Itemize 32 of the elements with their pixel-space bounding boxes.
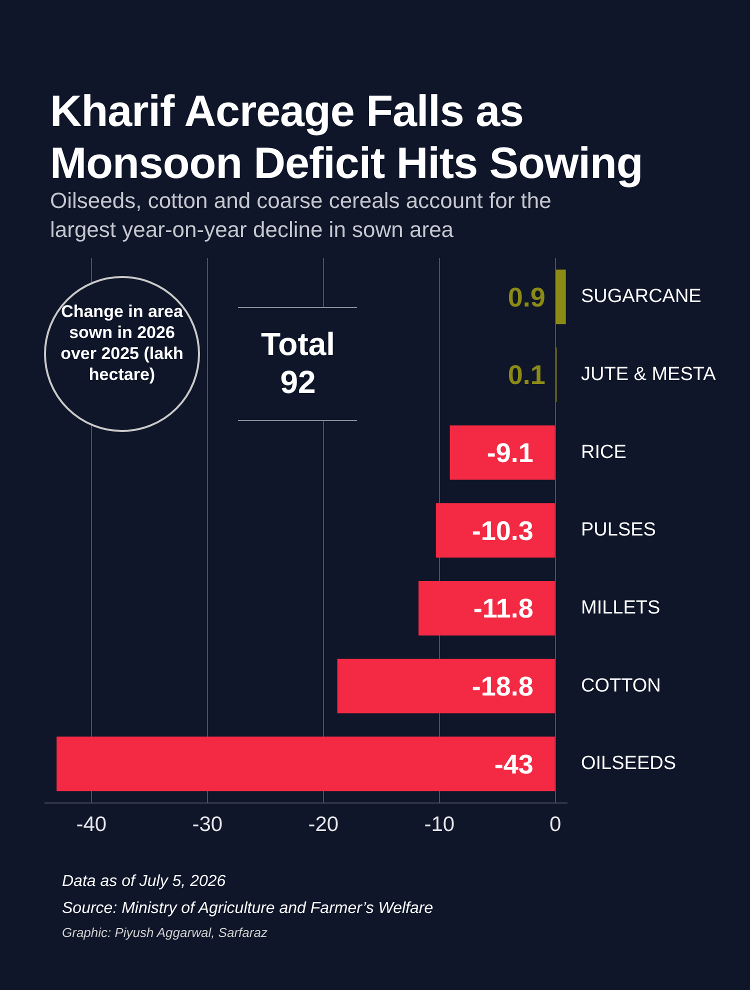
bar bbox=[56, 736, 555, 792]
bar bbox=[418, 580, 555, 636]
y-tick-label: RICE bbox=[581, 442, 626, 463]
y-tick-label: OILSEEDS bbox=[581, 753, 676, 774]
y-tick-label: MILLETS bbox=[581, 597, 660, 618]
bar bbox=[436, 503, 555, 558]
x-tick-label: -20 bbox=[308, 813, 339, 836]
data-label: -43 bbox=[494, 749, 534, 780]
text: Data as of July 5, 2026 bbox=[62, 873, 226, 891]
x-tick-label: -30 bbox=[192, 813, 223, 836]
source-note: Source: Ministry of Agriculture and Farmer’s Welfare bbox=[62, 900, 434, 918]
y-tick-label: JUTE & MESTA bbox=[581, 364, 716, 385]
data-label: -9.1 bbox=[486, 438, 534, 468]
text: Graphic: Piyush Aggarwal, Sarfaraz bbox=[62, 925, 268, 940]
data-label: 0.1 bbox=[508, 360, 546, 390]
chart-subtitle: Oilseeds, cotton and coarse cereals account for the largest year-on-year decline in sown area bbox=[50, 188, 552, 244]
bar bbox=[556, 270, 566, 324]
y-tick-label: SUGARCANE bbox=[581, 286, 702, 308]
x-tick-label: -40 bbox=[76, 813, 107, 836]
y-tick-label: PULSES bbox=[581, 520, 656, 541]
data-label: 0.9 bbox=[508, 282, 546, 312]
bar bbox=[450, 425, 555, 480]
data-label: -10.3 bbox=[472, 516, 534, 546]
annotation: Change in area sown in 2026 over 2025 (lakh hectare) bbox=[60, 301, 184, 385]
data-label: -11.8 bbox=[473, 594, 534, 624]
annotation: Total 92 bbox=[260, 325, 336, 401]
chart-title: Kharif Acreage Falls as Monsoon Deficit Hits Sowing bbox=[50, 86, 644, 190]
x-tick-label: 0 bbox=[550, 813, 562, 836]
y-tick-label: COTTON bbox=[581, 675, 661, 696]
bar bbox=[337, 658, 555, 714]
data-label: -18.8 bbox=[472, 672, 534, 702]
x-tick-label: -10 bbox=[424, 813, 455, 836]
